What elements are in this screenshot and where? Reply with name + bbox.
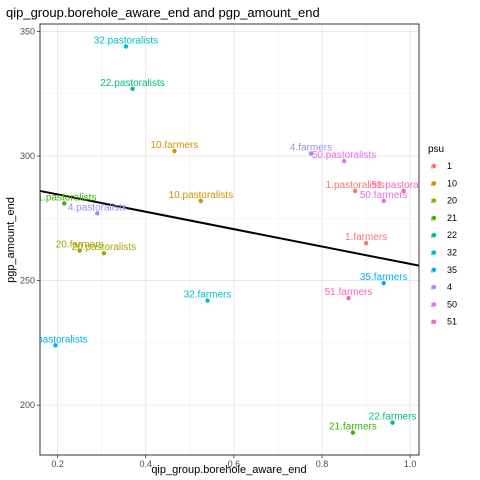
data-point: [198, 198, 204, 204]
x-tick-label: 0.6: [228, 459, 241, 469]
grid-major: [40, 24, 419, 455]
plot-panel: [39, 23, 420, 456]
data-point-label: 4.pastoralists: [68, 202, 127, 213]
legend-key-glyph: a: [431, 181, 435, 188]
legend-label: 35: [447, 265, 457, 275]
data-point-label: 4.farmers: [290, 143, 332, 154]
y-axis-title: pgp_amount_end: [5, 197, 17, 283]
legend-label: 10: [447, 178, 457, 188]
legend-label: 32: [447, 248, 457, 258]
legend-key-glyph: a: [431, 233, 435, 240]
data-point: [341, 158, 347, 164]
data-point-label: 10.pastoralists: [169, 190, 233, 201]
data-point-label: 32.farmers: [184, 290, 232, 301]
y-tick-label: 300: [20, 151, 35, 161]
data-point-label: 51.pastoralists: [371, 180, 435, 191]
data-point-label: 51.farmers: [325, 287, 373, 298]
data-point-label: 35.pastoralists: [23, 334, 87, 345]
legend-key-glyph: a: [431, 250, 435, 257]
data-point: [130, 86, 135, 91]
chart-title: qip_group.borehole_aware_end and pgp_amo…: [6, 5, 320, 20]
data-point-label: 35.farmers: [360, 272, 408, 283]
data-point: [123, 44, 129, 49]
data-point-label: 50.farmers: [360, 190, 408, 201]
legend-label: 4: [447, 282, 452, 292]
data-point: [53, 343, 58, 348]
data-point: [95, 211, 100, 216]
legend-key: [431, 163, 437, 169]
legend-key: [431, 319, 437, 324]
data-point: [308, 151, 314, 156]
data-point-label: 1.pastoralists: [326, 180, 385, 191]
legend-key: [431, 198, 437, 203]
grid-minor: [40, 24, 419, 455]
legend-label: 1: [447, 161, 452, 171]
point-labels-layer: 32.pastoralists 22.pastoralists 10.farmers…: [23, 35, 435, 433]
legend-label: 21: [447, 213, 457, 223]
legend-key: [431, 181, 437, 186]
data-point-label: 22.farmers: [369, 412, 417, 423]
y-tick-label: 350: [20, 26, 35, 36]
legend: psu a 1 a 10 a 20 a 21 a 22 a 32 a 35 a 4 a 50 a 51: [428, 144, 457, 327]
x-axis: 0.2 0.4 0.6 0.8 1.0: [51, 455, 416, 469]
data-point: [350, 430, 356, 435]
data-point-label: 20.pastoralists: [72, 242, 136, 253]
data-point-label: 21.pastoralists: [32, 192, 96, 203]
x-tick-label: 1.0: [404, 459, 417, 469]
data-point: [62, 201, 67, 206]
y-tick-label: 200: [20, 400, 35, 410]
legend-key-glyph: a: [431, 215, 435, 222]
x-axis-title: qip_group.borehole_aware_end: [151, 464, 306, 476]
y-axis: 200 250 300 350: [20, 26, 40, 410]
legend-label: 51: [447, 317, 457, 327]
data-point-label: 1.farmers: [345, 232, 387, 243]
legend-key: [431, 215, 437, 221]
legend-key-glyph: a: [431, 267, 435, 274]
legend-label: 20: [447, 196, 457, 206]
data-point: [346, 295, 351, 301]
data-point-label: 21.farmers: [329, 422, 377, 433]
legend-key: [431, 302, 437, 307]
legend-key-glyph: a: [431, 319, 435, 326]
legend-key: [431, 250, 437, 255]
data-point-label: 22.pastoralists: [100, 78, 164, 89]
legend-label: 50: [447, 299, 457, 309]
x-tick-label: 0.2: [51, 459, 64, 469]
legend-label: 22: [447, 230, 457, 240]
legend-key-glyph: a: [431, 302, 435, 309]
data-point-label: 20.farmers: [56, 240, 104, 251]
data-point: [401, 188, 406, 194]
trend-line: [39, 189, 420, 267]
data-point-label: 32.pastoralists: [94, 35, 158, 46]
data-point-label: 10.farmers: [151, 140, 199, 151]
data-point: [381, 198, 386, 204]
legend-title: psu: [428, 144, 444, 155]
plot-border: [39, 23, 420, 456]
data-point: [381, 280, 386, 286]
data-point: [77, 248, 82, 253]
legend-key: [431, 267, 437, 272]
legend-key: [431, 284, 437, 290]
legend-key: [431, 233, 437, 238]
data-point: [205, 298, 210, 303]
data-point: [363, 241, 369, 246]
data-point: [172, 148, 177, 154]
points-layer: [53, 44, 406, 435]
data-point-label: 50.pastoralists: [312, 150, 376, 161]
data-point: [390, 420, 395, 425]
x-tick-label: 0.8: [316, 459, 329, 469]
data-point: [101, 251, 107, 256]
y-tick-label: 250: [20, 276, 35, 286]
x-tick-label: 0.4: [140, 459, 153, 469]
trend-line-layer: [39, 189, 420, 267]
data-point: [352, 188, 358, 194]
legend-key-glyph: a: [431, 164, 435, 171]
legend-key-glyph: a: [431, 285, 435, 292]
legend-key-glyph: a: [431, 198, 435, 205]
